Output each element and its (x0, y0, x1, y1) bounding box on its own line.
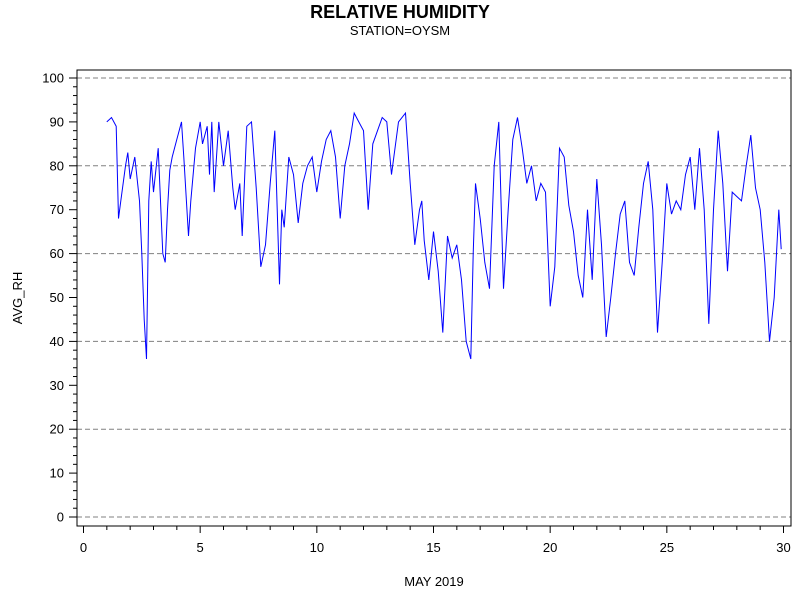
x-axis: 0 5 10 15 20 25 30 (80, 526, 791, 555)
gridlines (77, 77, 791, 518)
y-tick-label: 90 (50, 114, 64, 129)
chart-title: RELATIVE HUMIDITY (310, 2, 490, 22)
x-tick-label: 30 (776, 540, 790, 555)
y-tick-label: 0 (57, 510, 64, 525)
plot-frame (76, 69, 792, 527)
y-tick-label: 100 (42, 71, 64, 86)
y-axis: 0 10 20 30 40 50 60 70 80 90 100 (42, 71, 77, 525)
x-tick-label: 5 (197, 540, 204, 555)
x-tick-label: 15 (426, 540, 440, 555)
y-tick-label: 40 (50, 334, 64, 349)
x-tick-label: 25 (660, 540, 674, 555)
y-axis-label: AVG_RH (10, 272, 25, 325)
x-axis-label: MAY 2019 (404, 574, 464, 589)
x-tick-label: 20 (543, 540, 557, 555)
y-tick-label: 30 (50, 378, 64, 393)
y-tick-label: 20 (50, 422, 64, 437)
y-tick-label: 70 (50, 202, 64, 217)
y-tick-label: 60 (50, 246, 64, 261)
x-tick-label: 0 (80, 540, 87, 555)
y-tick-label: 80 (50, 158, 64, 173)
y-tick-label: 50 (50, 290, 64, 305)
x-tick-label: 10 (310, 540, 324, 555)
chart-subtitle: STATION=OYSM (350, 23, 450, 38)
y-tick-label: 10 (50, 466, 64, 481)
series-line-avg-rh (106, 111, 782, 360)
